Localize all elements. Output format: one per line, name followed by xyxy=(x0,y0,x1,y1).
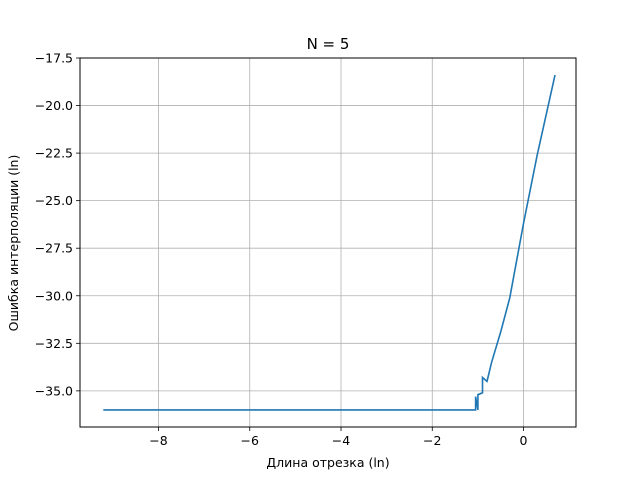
x-tick-label: −2 xyxy=(423,433,441,448)
y-tick-label: −17.5 xyxy=(35,51,73,66)
y-tick-label: −22.5 xyxy=(35,146,73,161)
y-ticks: −35.0 −32.5 −30.0 −27.5 −25.0 −22.5 −20.0 −17.5 xyxy=(35,51,80,398)
y-tick-label: −32.5 xyxy=(35,336,73,351)
x-ticks: −8 −6 −4 −2 0 xyxy=(149,427,528,448)
y-tick-label: −27.5 xyxy=(35,241,73,256)
y-tick-label: −30.0 xyxy=(35,288,73,303)
x-tick-label: 0 xyxy=(520,433,528,448)
x-tick-label: −8 xyxy=(149,433,167,448)
x-tick-label: −6 xyxy=(241,433,259,448)
y-tick-label: −35.0 xyxy=(35,383,73,398)
series-line xyxy=(103,74,556,411)
series-layer xyxy=(103,74,556,411)
x-tick-label: −4 xyxy=(332,433,350,448)
y-axis-label: Ошибка интерполяции (ln) xyxy=(6,155,21,332)
plot-frame xyxy=(79,57,577,428)
chart-title: N = 5 xyxy=(307,35,350,53)
y-tick-label: −25.0 xyxy=(35,193,73,208)
y-tick-label: −20.0 xyxy=(35,98,73,113)
x-axis-label: Длина отрезка (ln) xyxy=(266,455,389,470)
